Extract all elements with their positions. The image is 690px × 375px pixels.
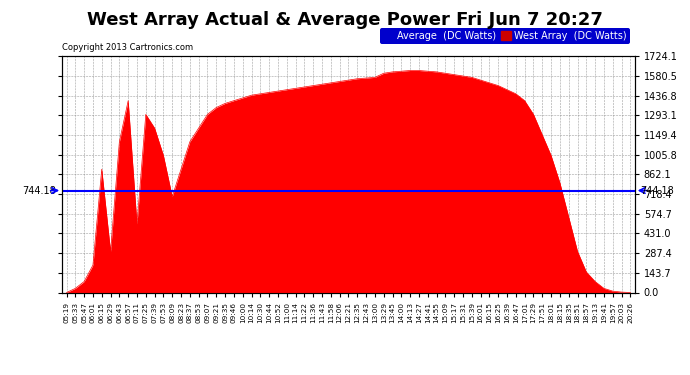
Legend: Average  (DC Watts), West Array  (DC Watts): Average (DC Watts), West Array (DC Watts… xyxy=(380,28,630,44)
Text: 744.18: 744.18 xyxy=(640,186,674,195)
Text: Copyright 2013 Cartronics.com: Copyright 2013 Cartronics.com xyxy=(62,42,193,51)
Text: West Array Actual & Average Power Fri Jun 7 20:27: West Array Actual & Average Power Fri Ju… xyxy=(87,11,603,29)
Text: 744.18: 744.18 xyxy=(23,186,57,195)
